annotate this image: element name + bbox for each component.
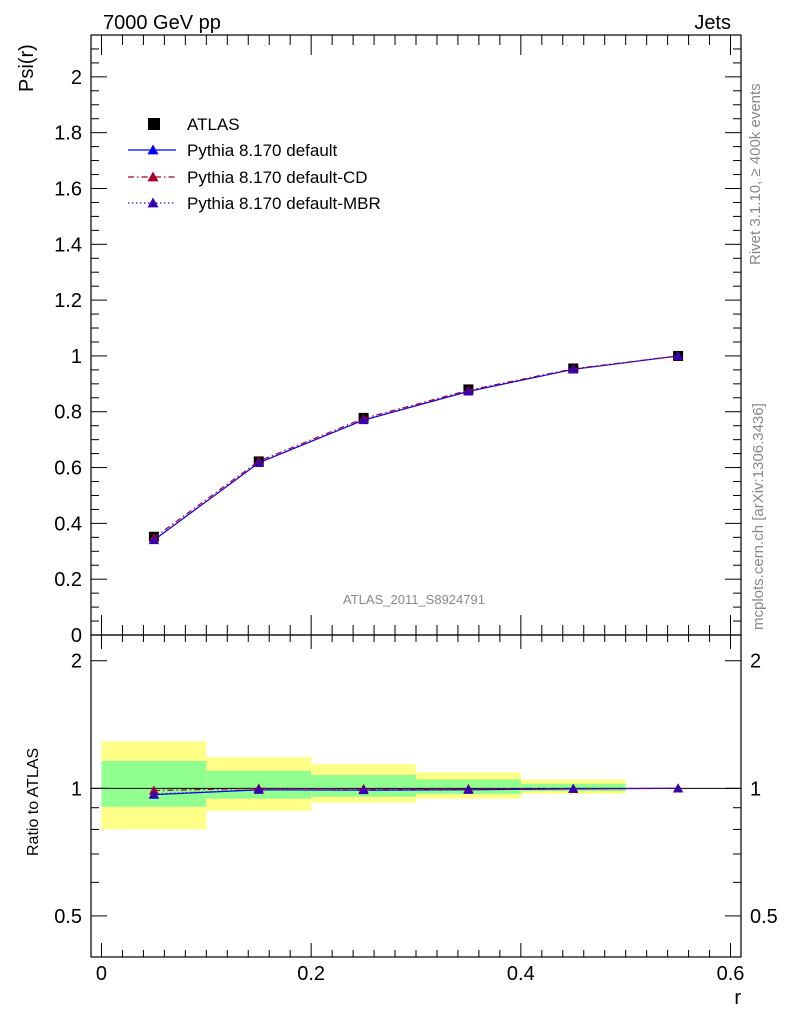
ratio-2-point-4 <box>568 783 579 793</box>
series-line-1 <box>153 355 679 541</box>
ratio-series-lines <box>148 783 684 799</box>
analysis-id-label: ATLAS_2011_S8924791 <box>343 592 485 607</box>
legend-label-2: Pythia 8.170 default-CD <box>187 168 368 187</box>
mcplots-label: mcplots.cern.ch [arXiv:1306.3436] <box>750 403 767 630</box>
ratio-y-axis-label: Ratio to ATLAS <box>25 748 42 856</box>
main-ytick-label: 1 <box>71 346 82 368</box>
ratio-2-point-2 <box>358 784 369 794</box>
main-ytick-label: 0 <box>71 625 82 647</box>
legend-marker-1 <box>147 144 159 155</box>
xtick-label: 0.2 <box>297 963 325 985</box>
main-y-axis-label: Psi(r) <box>16 44 38 92</box>
main-ytick-label: 0.8 <box>54 402 82 424</box>
band-inner-0 <box>101 761 207 807</box>
ratio-ytick-label-right: 1 <box>750 778 761 800</box>
legend-marker-2 <box>147 171 159 182</box>
ratio-ytick-label-left: 0.5 <box>54 906 82 928</box>
ratio-ytick-label-right: 2 <box>750 651 761 673</box>
tick-labels: 0 0.2 0.4 0.6 0.8 1 1.2 1.4 1.6 1.8 2 0 0.2 0.4 0.6 0.5… <box>54 67 778 985</box>
xtick-label: 0 <box>96 963 107 985</box>
series-3-point-4 <box>568 364 579 374</box>
xtick-label: 0.4 <box>507 963 535 985</box>
legend-label-3: Pythia 8.170 default-MBR <box>187 194 381 213</box>
series-line-2 <box>153 355 679 539</box>
ratio-ytick-label-left: 1 <box>71 778 82 800</box>
series-3-point-5 <box>673 350 684 360</box>
ratio-line-2 <box>153 787 679 795</box>
ratio-ytick-label-right: 0.5 <box>750 906 778 928</box>
ratio-2-point-1 <box>253 784 264 794</box>
main-ytick-label: 1.6 <box>54 178 82 200</box>
series-3-point-3 <box>463 386 474 396</box>
header-left-label: 7000 GeV pp <box>103 12 221 34</box>
main-series-lines <box>148 350 684 545</box>
main-ytick-label: 0.6 <box>54 458 82 480</box>
series-3-point-1 <box>253 457 264 467</box>
legend-label-0: ATLAS <box>187 115 240 134</box>
x-axis-label: r <box>734 987 741 1009</box>
series-3-point-0 <box>148 534 159 544</box>
ratio-2-point-0 <box>148 789 159 799</box>
series-3-point-2 <box>358 414 369 424</box>
main-ytick-label: 0.2 <box>54 569 82 591</box>
legend-marker-3 <box>147 197 159 208</box>
main-ytick-label: 0.4 <box>54 513 82 535</box>
ratio-2-point-5 <box>673 783 684 793</box>
ratio-2-point-3 <box>463 784 474 794</box>
ratio-uncertainty-bands <box>91 741 741 830</box>
header-right-label: Jets <box>694 12 731 34</box>
ratio-ytick-label-left: 2 <box>71 651 82 673</box>
main-ytick-label: 2 <box>71 67 82 89</box>
legend: ATLAS Pythia 8.170 default Pythia 8.170 de… <box>128 115 381 213</box>
legend-label-1: Pythia 8.170 default <box>187 141 338 160</box>
main-ytick-label: 1.2 <box>54 290 82 312</box>
main-ytick-label: 1.4 <box>54 234 82 256</box>
rivet-version-label: Rivet 3.1.10, ≥ 400k events <box>747 83 764 265</box>
axes <box>90 34 742 958</box>
xtick-label: 0.6 <box>717 963 745 985</box>
series-line-3 <box>153 355 679 541</box>
main-ytick-label: 1.8 <box>54 123 82 145</box>
legend-atlas-marker <box>148 118 160 130</box>
